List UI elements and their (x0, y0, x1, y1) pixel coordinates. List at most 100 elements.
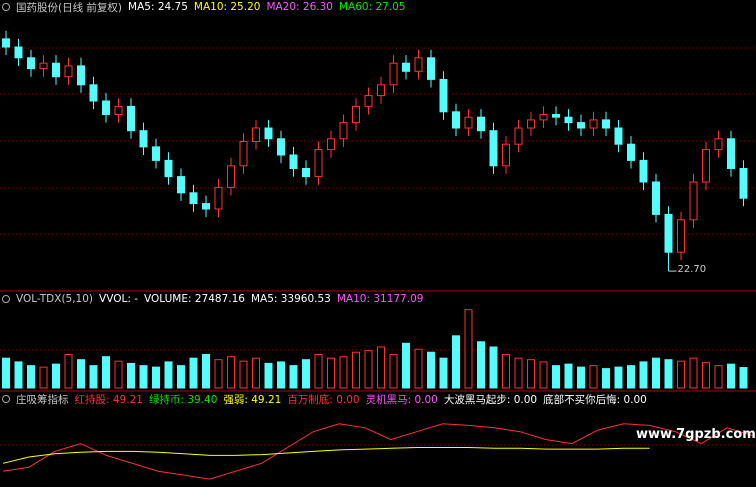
volume-bar (302, 359, 310, 389)
candle-body (277, 138, 285, 156)
volume-bar (189, 357, 198, 389)
header-icon (2, 295, 10, 303)
legend-item: MA5: 33960.53 (250, 293, 331, 305)
candle-body (602, 119, 610, 129)
candle-body (339, 122, 348, 140)
candle-body (227, 165, 235, 188)
candle-body (502, 143, 510, 167)
candle-body (39, 62, 48, 70)
candle-body (639, 159, 648, 183)
volume-bar (164, 361, 173, 389)
volume-bar (639, 361, 648, 389)
candle-body (314, 149, 323, 178)
volume-bar (289, 365, 298, 389)
panel-header: 国药股份(日线 前复权) MA5: 24.75 MA10: 25.20 MA20: 2… (2, 0, 406, 14)
volume-bar (502, 353, 510, 389)
indicator-line (2, 423, 754, 480)
candle-body (252, 127, 260, 142)
panel-title: 国药股份(日线 前复权) (16, 1, 123, 14)
candle-body (89, 84, 98, 102)
candle-body (689, 181, 698, 221)
volume-bar (452, 335, 460, 389)
candle-body (739, 168, 748, 199)
legend-item: 大波黑马起步: 0.00 (443, 393, 538, 406)
volume-bar (114, 360, 123, 389)
candle-body (664, 213, 673, 253)
candle-body (727, 138, 735, 170)
volume-bar (52, 363, 60, 389)
candle-body (177, 176, 185, 194)
candle-body (377, 84, 385, 97)
volume-bar (339, 356, 348, 389)
legend-item: 底部不买你后悔: 0.00 (543, 393, 647, 406)
header-icon (2, 3, 10, 11)
volume-bar (602, 368, 610, 389)
volume-bar (314, 353, 323, 389)
candle-body (164, 159, 173, 178)
volume-bar (727, 363, 735, 389)
candle-body (514, 127, 523, 145)
volume-bar (689, 357, 698, 389)
candle-body (2, 38, 10, 48)
candle-body (552, 114, 560, 118)
legend-item: 红持股: 49.21 (74, 393, 143, 406)
candle-body (77, 65, 85, 86)
legend-item: VVOL: - (99, 293, 138, 305)
legend-item: 绿持币: 39.40 (148, 393, 218, 406)
panel-title: 庄吸筹指标 (16, 393, 69, 406)
volume-bar (402, 342, 410, 389)
volume-bar (2, 357, 10, 389)
candle-body (702, 149, 710, 183)
candle-body (14, 46, 23, 59)
candle-body (489, 130, 498, 167)
volume-bar (514, 357, 523, 389)
candle-body (564, 116, 573, 124)
volume-bar (389, 353, 398, 389)
annotation-label: 22.70 (677, 264, 707, 276)
candle-body (402, 62, 410, 72)
candle-body (677, 219, 685, 253)
candle-body (439, 78, 448, 113)
candle-body (27, 57, 35, 70)
legend-item: 强弱: 49.21 (223, 393, 282, 406)
candle-body (114, 105, 123, 116)
candle-body (414, 57, 423, 72)
volume-bar (202, 353, 210, 389)
candle-body (464, 116, 473, 129)
panel-header: 庄吸筹指标 红持股: 49.21 绿持币: 39.40 强弱: 49.21 百万制底: … (2, 392, 647, 406)
volume-bar (489, 346, 498, 389)
volume-bar (77, 359, 85, 389)
candle-body (52, 62, 60, 78)
candle-body (127, 105, 135, 132)
volume-bar (577, 366, 585, 389)
volume-bar (139, 365, 148, 389)
volume-bar (152, 366, 160, 389)
panel-title: VOL-TDX(5,10) (16, 293, 94, 305)
candle-body (389, 62, 398, 86)
volume-bar (589, 365, 598, 389)
candle-body (477, 116, 485, 132)
volume-bar (102, 356, 110, 389)
candle-body (152, 146, 160, 161)
volume-bar (277, 361, 285, 389)
volume-bar (227, 356, 235, 389)
volume-bar (177, 365, 185, 389)
volume-bar (377, 346, 385, 389)
indicator-line (2, 447, 650, 464)
candle-body (527, 119, 535, 129)
candle-body (452, 111, 460, 129)
legend-item: MA60: 27.05 (338, 1, 406, 13)
volume-bar (27, 365, 35, 389)
volume-bar (739, 367, 748, 389)
volume-bar (439, 357, 448, 389)
volume-bar (14, 361, 23, 389)
candle-body (652, 181, 660, 215)
volume-bar (564, 363, 573, 389)
candle-body (64, 65, 73, 78)
volume-bar (239, 360, 248, 389)
legend-item: 灵机黑马: 0.00 (365, 393, 438, 406)
candle-body (189, 192, 198, 205)
volume-bar (677, 360, 685, 389)
candle-body (427, 57, 435, 80)
